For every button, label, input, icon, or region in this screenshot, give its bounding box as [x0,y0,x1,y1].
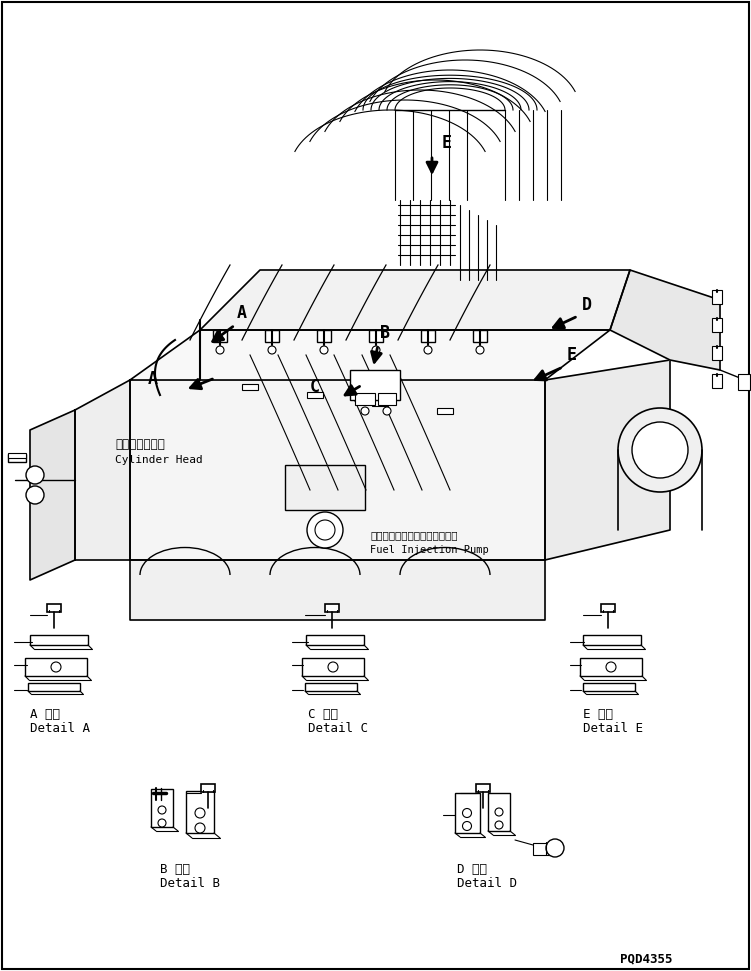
Text: D 詳細: D 詳細 [457,863,487,876]
Bar [355,393,375,405]
Circle shape [328,662,338,672]
Bar [307,392,323,398]
Bar [317,330,331,342]
Circle shape [618,408,702,492]
Circle shape [307,512,343,548]
Text: E: E [442,134,452,152]
Bar [302,658,364,676]
Bar [350,370,400,400]
Bar [305,683,357,691]
Text: E 詳細: E 詳細 [583,708,613,721]
Circle shape [26,486,44,504]
Text: Detail B: Detail B [160,877,220,890]
Text: フェルインジェクションポンプ: フェルインジェクションポンプ [370,530,457,540]
Bar [476,784,490,792]
Text: A: A [148,370,158,388]
Bar [378,393,396,405]
Bar [712,346,722,360]
Circle shape [495,808,503,816]
Bar [437,408,453,414]
Text: PQD4355: PQD4355 [620,952,672,965]
Text: A: A [237,304,247,322]
Bar [712,374,722,388]
Polygon shape [545,360,670,560]
Text: B: B [380,324,390,342]
Circle shape [51,662,61,672]
Bar [8,453,26,458]
Circle shape [268,346,276,354]
Polygon shape [130,330,610,380]
Text: A 詳細: A 詳細 [30,708,60,721]
Bar [285,465,365,510]
Circle shape [216,346,224,354]
Circle shape [158,806,166,814]
Circle shape [463,809,472,818]
Circle shape [158,819,166,827]
Bar [201,784,215,792]
Bar [47,604,61,612]
Circle shape [463,821,472,830]
Bar [306,635,364,645]
Circle shape [495,821,503,829]
Polygon shape [130,380,545,560]
Bar [265,330,279,342]
Circle shape [26,466,44,484]
Circle shape [195,808,205,818]
Text: Detail A: Detail A [30,722,90,735]
Bar [712,318,722,332]
Circle shape [424,346,432,354]
Text: Detail C: Detail C [308,722,368,735]
Circle shape [315,520,335,540]
Bar [473,330,487,342]
Bar [28,683,80,691]
Bar [372,400,388,406]
Bar [325,604,339,612]
Circle shape [383,407,391,415]
Text: C 詳細: C 詳細 [308,708,338,721]
Circle shape [476,346,484,354]
Bar [242,384,258,390]
Text: Cylinder Head: Cylinder Head [115,455,203,465]
Bar [213,330,227,342]
Bar [583,683,635,691]
Bar [151,789,173,827]
Text: シリンダヘッド: シリンダヘッド [115,438,165,451]
Text: Detail D: Detail D [457,877,517,890]
Bar [8,454,26,462]
Text: Fuel Injection Pump: Fuel Injection Pump [370,545,489,555]
Bar [421,330,435,342]
Circle shape [546,839,564,857]
Bar [583,635,641,645]
Bar [25,658,87,676]
Text: D: D [582,296,592,314]
Bar [455,793,480,833]
Polygon shape [30,410,75,580]
Text: B 詳細: B 詳細 [160,863,190,876]
Bar [712,290,722,304]
Text: C: C [310,378,320,396]
Circle shape [372,346,380,354]
Polygon shape [75,380,130,560]
Bar [580,658,642,676]
Circle shape [195,823,205,833]
Bar [369,330,383,342]
Bar [30,635,88,645]
Polygon shape [130,560,545,620]
Bar [533,843,551,855]
Bar [738,374,750,390]
Circle shape [606,662,616,672]
Polygon shape [610,270,720,370]
Bar [601,604,615,612]
Circle shape [361,407,369,415]
Bar [186,791,214,833]
Circle shape [632,422,688,478]
Text: E: E [567,346,577,364]
Polygon shape [200,270,630,330]
Bar [488,793,510,831]
Text: Detail E: Detail E [583,722,643,735]
Circle shape [320,346,328,354]
